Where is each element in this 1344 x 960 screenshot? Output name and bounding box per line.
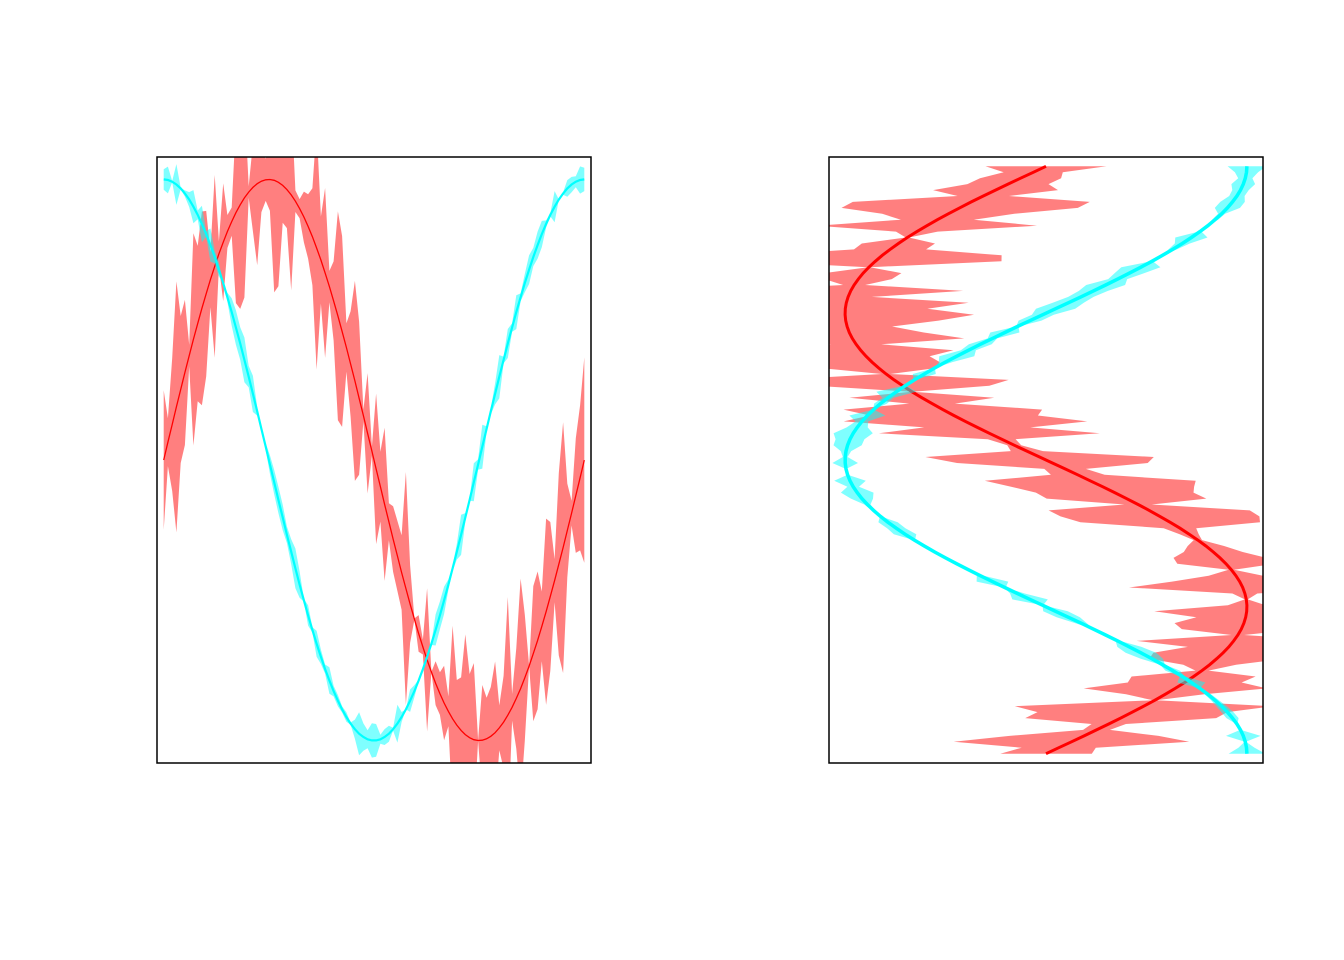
plot-frame	[156, 156, 592, 764]
series-1-line	[843, 166, 1249, 754]
left-panel-vertical	[156, 156, 592, 764]
plot-frame	[828, 156, 1264, 764]
series-0-line	[163, 178, 585, 742]
plot-area	[829, 164, 1263, 756]
series-0-line	[843, 164, 1249, 756]
series-1-line	[163, 178, 585, 742]
series-1-band	[163, 164, 585, 758]
right-panel-horizontal	[828, 156, 1264, 764]
plot-area	[163, 157, 585, 763]
